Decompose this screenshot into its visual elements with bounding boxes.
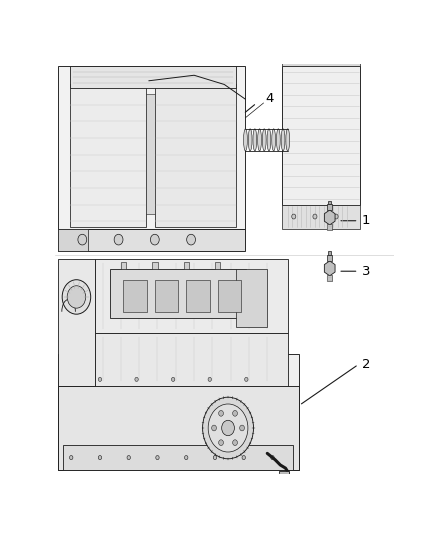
Polygon shape	[95, 333, 288, 386]
Circle shape	[114, 235, 123, 245]
Text: 1: 1	[362, 214, 371, 227]
Polygon shape	[110, 270, 246, 318]
Circle shape	[98, 377, 102, 382]
Ellipse shape	[267, 129, 271, 151]
Polygon shape	[282, 66, 360, 205]
Bar	[328, 204, 332, 210]
Polygon shape	[155, 84, 237, 227]
Polygon shape	[58, 259, 95, 386]
Polygon shape	[64, 445, 293, 470]
Polygon shape	[58, 229, 245, 251]
Text: 3: 3	[362, 265, 371, 278]
Circle shape	[334, 214, 338, 219]
Bar	[328, 224, 332, 230]
Ellipse shape	[286, 129, 290, 151]
Polygon shape	[146, 94, 155, 214]
Bar	[184, 262, 189, 270]
Circle shape	[62, 280, 91, 314]
Circle shape	[127, 456, 131, 459]
Circle shape	[292, 214, 296, 219]
Bar	[218, 280, 241, 312]
Ellipse shape	[281, 129, 285, 151]
Circle shape	[98, 456, 102, 459]
Ellipse shape	[262, 129, 266, 151]
Circle shape	[67, 286, 86, 308]
Polygon shape	[58, 354, 299, 470]
Polygon shape	[282, 61, 360, 66]
Circle shape	[208, 404, 248, 452]
Polygon shape	[236, 270, 267, 327]
Text: 2: 2	[362, 358, 371, 371]
Bar	[152, 262, 158, 270]
Circle shape	[171, 377, 175, 382]
Circle shape	[222, 421, 234, 435]
Circle shape	[203, 397, 254, 459]
Bar	[279, 471, 289, 481]
Circle shape	[313, 214, 317, 219]
Circle shape	[245, 377, 248, 382]
Circle shape	[156, 456, 159, 459]
Ellipse shape	[258, 129, 261, 151]
Polygon shape	[95, 259, 288, 333]
Bar	[186, 280, 210, 312]
Circle shape	[242, 456, 245, 459]
Ellipse shape	[253, 129, 257, 151]
Polygon shape	[58, 66, 245, 229]
Bar	[215, 262, 220, 270]
Circle shape	[135, 377, 138, 382]
Polygon shape	[70, 66, 237, 88]
Circle shape	[150, 235, 159, 245]
Ellipse shape	[244, 129, 247, 151]
Polygon shape	[325, 261, 335, 276]
Circle shape	[78, 235, 87, 245]
Circle shape	[187, 235, 195, 245]
Circle shape	[240, 425, 244, 431]
Bar	[328, 252, 331, 255]
Circle shape	[70, 456, 73, 459]
Polygon shape	[58, 229, 88, 251]
Circle shape	[271, 456, 274, 459]
Text: 4: 4	[265, 92, 274, 106]
Circle shape	[184, 456, 188, 459]
Ellipse shape	[248, 129, 252, 151]
Polygon shape	[58, 386, 299, 470]
Polygon shape	[282, 205, 360, 229]
Bar	[328, 200, 331, 204]
Bar	[155, 280, 178, 312]
Ellipse shape	[272, 129, 276, 151]
Polygon shape	[325, 210, 335, 225]
Ellipse shape	[276, 129, 280, 151]
Bar	[124, 280, 147, 312]
Bar	[328, 275, 332, 281]
Circle shape	[219, 410, 223, 416]
Circle shape	[233, 440, 237, 446]
Polygon shape	[70, 84, 146, 227]
Bar	[121, 262, 126, 270]
Circle shape	[219, 440, 223, 446]
Circle shape	[233, 410, 237, 416]
Circle shape	[212, 425, 216, 431]
Bar	[328, 255, 332, 261]
Circle shape	[208, 377, 212, 382]
Circle shape	[213, 456, 217, 459]
